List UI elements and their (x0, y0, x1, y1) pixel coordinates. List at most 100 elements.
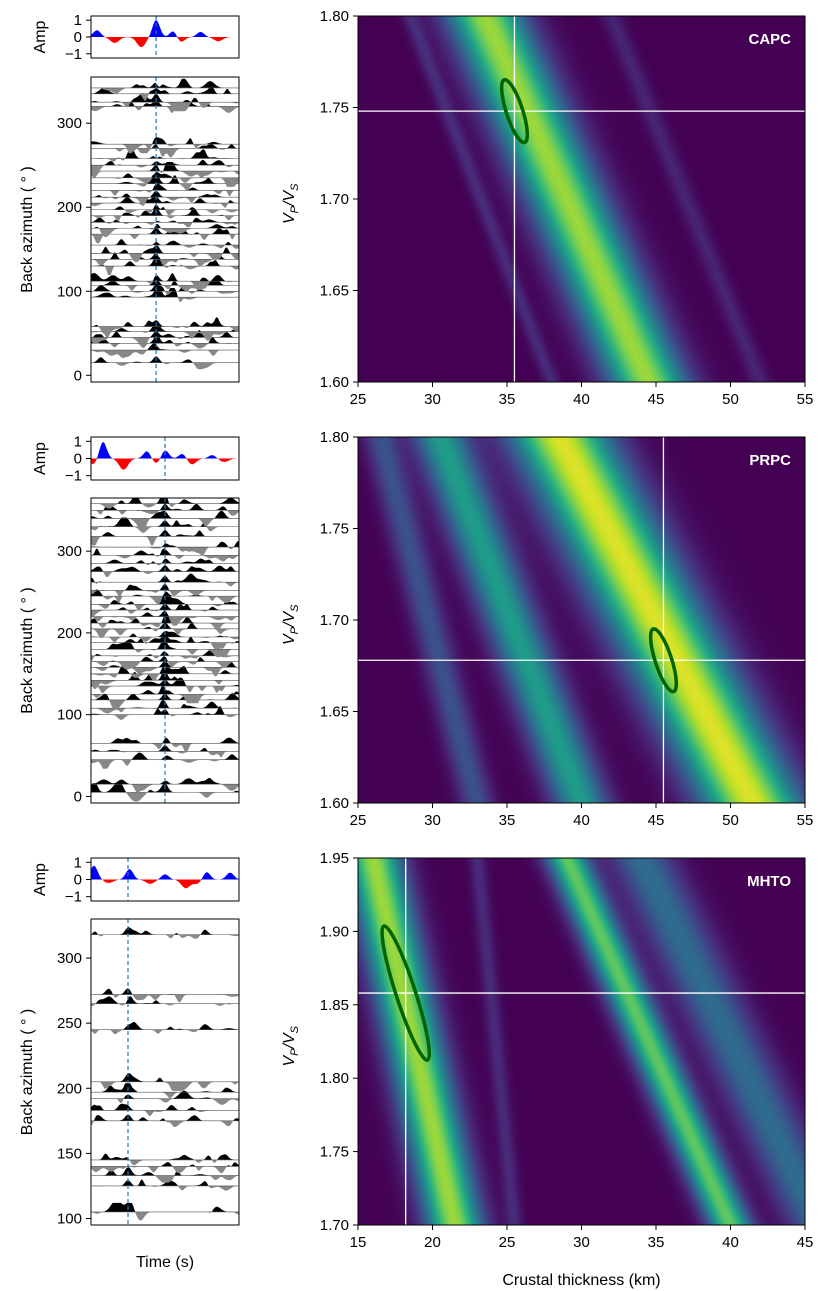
rf-trace-negative (91, 281, 239, 291)
rf-trace-negative (91, 93, 239, 101)
rf-trace-negative (91, 1211, 239, 1221)
hk-panel-capc: 25 30 35 40 45 50 55 1.60 1.65 1.70 1.75 1.80 VP/VS C… (281, 8, 813, 408)
amp-negative-fill (91, 879, 239, 889)
rf-trace-negative (91, 362, 239, 370)
rf-trace-negative (91, 209, 239, 216)
ylabel-subscript: S (289, 183, 301, 191)
rf-trace-negative (91, 518, 239, 528)
receiver-function-panel-capc: 0 100 200 300 Back azimuth ( ° ) (19, 76, 240, 384)
hk-x-tick-label: 55 (797, 391, 814, 408)
ylabel-main: /V (281, 190, 298, 207)
rf-trace-negative (91, 1098, 239, 1105)
rf-trace-positive (91, 737, 239, 744)
rf-trace-positive (91, 196, 239, 204)
hk-heatmap (358, 16, 805, 382)
rf-trace-positive (91, 1103, 239, 1111)
amp-positive-fill (91, 20, 239, 37)
hk-x-tick-label: 50 (722, 391, 739, 408)
rf-trace-negative (91, 148, 239, 158)
hk-x-tick-label: 45 (797, 1234, 814, 1251)
rf-trace-negative (91, 547, 239, 556)
rf-trace-positive (91, 78, 239, 88)
hk-x-tick-label: 45 (648, 391, 665, 408)
hk-y-tick-label: 1.90 (320, 923, 349, 940)
hk-y-tick-label: 1.75 (320, 1144, 349, 1161)
hk-x-tick-label: 25 (350, 812, 367, 829)
rf-trace-negative (91, 234, 239, 244)
receiver-function-panel-mhto: 100 150 200 250 300 Back azimuth ( ° ) (19, 918, 240, 1227)
rf-trace-negative (91, 245, 239, 249)
rf-trace-positive (91, 1162, 239, 1167)
rf-trace-positive (91, 656, 239, 662)
rf-axis-label: Back azimuth ( ° ) (19, 587, 36, 713)
rf-tick-label: 300 (57, 950, 82, 967)
hk-heatmap (358, 858, 805, 1225)
hk-panel-mhto: 15 20 25 30 35 40 45 1.70 1.75 1.80 1.85 1.90 1.95 VP… (281, 850, 813, 1251)
amp-tick-label: 1 (74, 854, 82, 871)
hk-x-tick-label: 50 (722, 812, 739, 829)
rf-traces (91, 78, 239, 370)
hk-x-tick-label: 55 (797, 812, 814, 829)
rf-trace-positive (91, 1202, 239, 1212)
hk-y-tick-label: 1.80 (320, 429, 349, 446)
rf-trace-negative (91, 661, 239, 670)
rf-trace-positive (91, 172, 239, 178)
rf-trace-positive (91, 174, 239, 184)
rf-frame (90, 76, 240, 383)
amp-tick-label: 0 (74, 451, 82, 468)
rf-tick-label: 300 (57, 543, 82, 560)
hk-x-tick-label: 40 (573, 812, 590, 829)
amp-tick-label: 0 (74, 872, 82, 889)
rf-trace-positive (91, 183, 239, 191)
hk-heatmap (358, 437, 805, 803)
rf-trace-negative (91, 590, 239, 597)
rf-trace-negative (91, 714, 239, 720)
amp-negative-fill (91, 37, 239, 47)
rf-trace-negative (91, 510, 239, 516)
rf-trace-negative (91, 291, 239, 295)
hk-y-tick-label: 1.65 (320, 283, 349, 300)
rf-frame (90, 497, 240, 804)
rf-trace-negative (91, 1185, 239, 1191)
rf-trace-positive (91, 996, 239, 1004)
rf-trace-positive (91, 927, 239, 935)
rf-trace-positive (91, 227, 239, 235)
rf-trace-negative (91, 623, 239, 631)
rf-trace-negative (91, 1175, 239, 1183)
rf-trace-negative (91, 571, 239, 578)
rf-tick-label: 200 (57, 1080, 82, 1097)
rf-tick-label: 250 (57, 1015, 82, 1032)
amp-tick-label: 1 (74, 433, 82, 450)
rf-trace-negative (91, 503, 239, 509)
rf-trace-negative (91, 680, 239, 690)
amp-panel-prpc: 10−1 Amp (32, 433, 240, 485)
rf-trace-positive (91, 1073, 239, 1082)
rf-trace-positive (91, 190, 239, 198)
rf-trace-negative (91, 649, 239, 658)
rf-trace-negative (91, 197, 239, 205)
hk-panel-prpc: 25 30 35 40 45 50 551.601.651.701.751.80VP/VSP… (281, 429, 813, 829)
hk-y-tick-label: 1.65 (320, 704, 349, 721)
rf-trace-positive (91, 1083, 239, 1093)
rf-trace-positive (91, 143, 239, 149)
ylabel-main: /V (281, 1032, 298, 1049)
rf-trace-positive (91, 137, 239, 145)
rf-trace-positive (91, 334, 239, 344)
hk-y-axis-label: VP/VS (281, 183, 301, 224)
amp-panel-mhto: 10−1 Amp (32, 854, 240, 906)
rf-trace-negative (91, 266, 239, 276)
amp-tick-label: −1 (65, 889, 82, 906)
rf-trace-negative (91, 751, 239, 758)
rf-trace-negative (91, 337, 239, 344)
rf-trace-positive (91, 288, 239, 298)
station-label: PRPC (749, 452, 791, 469)
rf-trace-positive (91, 1114, 239, 1121)
hk-x-tick-label: 40 (722, 1234, 739, 1251)
rf-trace-positive (91, 162, 239, 172)
rf-trace-positive (91, 93, 239, 103)
rf-trace-negative (91, 596, 239, 605)
rf-tick-label: 0 (74, 367, 82, 384)
confidence-ellipse (499, 77, 530, 145)
hk-x-tick-label: 45 (648, 812, 665, 829)
time-axis-label: Time (s) (136, 1254, 194, 1271)
